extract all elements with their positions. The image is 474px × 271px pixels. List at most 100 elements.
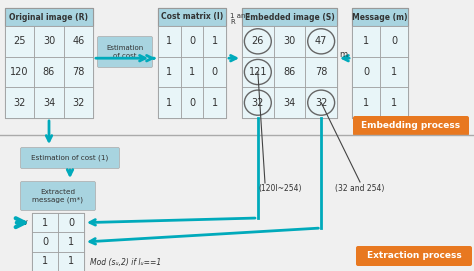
Text: 0: 0 <box>42 237 48 247</box>
Bar <box>181 57 203 87</box>
Bar <box>273 26 305 57</box>
Bar <box>380 57 408 87</box>
Text: 1: 1 <box>211 98 218 108</box>
Text: 86: 86 <box>283 67 296 77</box>
Bar <box>64 87 93 118</box>
Text: 32: 32 <box>252 98 264 108</box>
Bar <box>158 8 226 118</box>
Bar <box>181 26 203 57</box>
Text: Estimation
of cost: Estimation of cost <box>106 45 144 59</box>
Bar <box>203 57 226 87</box>
Text: Estimation of cost (1): Estimation of cost (1) <box>31 155 109 161</box>
FancyBboxPatch shape <box>20 147 119 169</box>
Text: 1: 1 <box>166 98 173 108</box>
Bar <box>158 26 181 57</box>
Text: 47: 47 <box>315 36 328 46</box>
Text: Original image (R): Original image (R) <box>9 12 89 21</box>
Text: 1: 1 <box>42 218 48 228</box>
Text: 86: 86 <box>43 67 55 77</box>
Text: 0: 0 <box>211 67 218 77</box>
Bar <box>242 8 337 26</box>
Text: Mod (sᵤ,2) if lᵤ==1: Mod (sᵤ,2) if lᵤ==1 <box>90 259 161 267</box>
FancyBboxPatch shape <box>20 182 95 211</box>
Text: 1: 1 <box>391 67 397 77</box>
Text: 1: 1 <box>68 237 74 247</box>
Bar <box>352 57 380 87</box>
Text: Embedded image (S): Embedded image (S) <box>245 12 334 21</box>
Text: 25: 25 <box>13 36 26 46</box>
Text: 0: 0 <box>68 218 74 228</box>
Bar <box>5 57 34 87</box>
Bar <box>305 57 337 87</box>
Bar <box>305 87 337 118</box>
Text: 0: 0 <box>363 67 369 77</box>
Bar <box>380 26 408 57</box>
Bar <box>32 232 58 252</box>
Text: 32: 32 <box>315 98 328 108</box>
Text: m: m <box>339 50 347 59</box>
Bar <box>58 252 84 271</box>
Bar <box>203 26 226 57</box>
Text: 0: 0 <box>391 36 397 46</box>
Bar <box>34 87 64 118</box>
Bar <box>352 8 408 118</box>
Text: 0: 0 <box>189 36 195 46</box>
Bar <box>242 87 273 118</box>
Bar <box>352 87 380 118</box>
FancyBboxPatch shape <box>356 246 472 266</box>
Bar <box>158 87 181 118</box>
Bar <box>158 8 226 26</box>
Text: 78: 78 <box>72 67 84 77</box>
Bar <box>58 232 84 252</box>
Bar <box>64 26 93 57</box>
Bar <box>352 26 380 57</box>
Bar <box>203 87 226 118</box>
Text: 46: 46 <box>72 36 84 46</box>
Text: (32 and 254): (32 and 254) <box>335 183 385 192</box>
Text: 1: 1 <box>166 67 173 77</box>
Text: 34: 34 <box>43 98 55 108</box>
Text: (120l~254): (120l~254) <box>258 183 302 192</box>
Text: 1: 1 <box>363 98 369 108</box>
Bar <box>64 57 93 87</box>
Text: 32: 32 <box>72 98 84 108</box>
Text: Extracted
message (m*): Extracted message (m*) <box>33 189 83 203</box>
Bar <box>5 8 93 26</box>
Text: 0: 0 <box>189 98 195 108</box>
Text: Embedding process: Embedding process <box>362 121 461 131</box>
Bar <box>352 8 408 26</box>
Text: 1: 1 <box>166 36 173 46</box>
Bar <box>273 87 305 118</box>
Bar <box>5 26 34 57</box>
FancyBboxPatch shape <box>353 116 469 136</box>
Text: 1: 1 <box>211 36 218 46</box>
Bar <box>273 57 305 87</box>
Bar <box>34 57 64 87</box>
Text: 78: 78 <box>315 67 328 77</box>
Text: u,v: u,v <box>16 218 28 227</box>
Bar <box>5 8 93 118</box>
Bar <box>32 213 58 232</box>
Text: 34: 34 <box>283 98 296 108</box>
Text: Message (m): Message (m) <box>352 12 408 21</box>
Text: 121: 121 <box>248 67 267 77</box>
Text: 26: 26 <box>252 36 264 46</box>
Bar <box>242 8 337 118</box>
Text: 1 and
R: 1 and R <box>230 12 250 25</box>
Text: 1: 1 <box>363 36 369 46</box>
Bar <box>5 87 34 118</box>
Text: 30: 30 <box>283 36 296 46</box>
Text: 1: 1 <box>68 256 74 266</box>
Text: 1: 1 <box>42 256 48 266</box>
Text: 32: 32 <box>13 98 26 108</box>
Bar <box>181 87 203 118</box>
Text: 30: 30 <box>43 36 55 46</box>
Text: 1: 1 <box>391 98 397 108</box>
Text: 120: 120 <box>10 67 29 77</box>
Bar <box>305 26 337 57</box>
Text: Cost matrix (I): Cost matrix (I) <box>161 12 223 21</box>
Bar <box>32 213 84 271</box>
Bar <box>158 57 181 87</box>
Bar <box>32 252 58 271</box>
Bar <box>58 213 84 232</box>
